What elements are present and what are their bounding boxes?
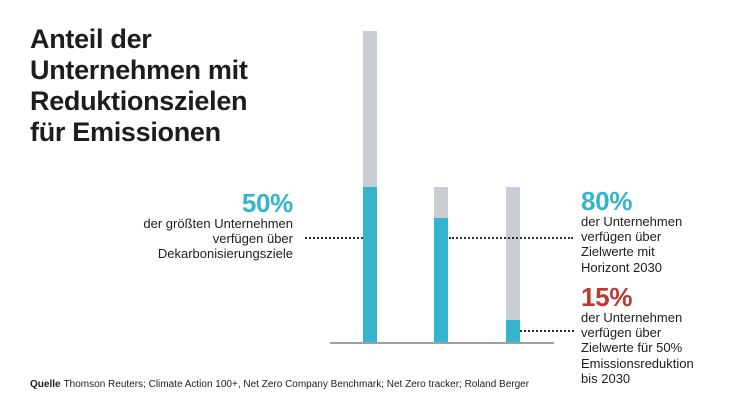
source-text: Thomson Reuters; Climate Action 100+, Ne… xyxy=(63,379,530,390)
dotted-connector-80 xyxy=(449,237,573,239)
callout-80-percent: 80% der Unternehmen verfügen über Zielwe… xyxy=(581,186,741,275)
bar-filled-segment xyxy=(506,320,520,343)
source-line: Quelle Thomson Reuters; Climate Action 10… xyxy=(30,379,529,391)
callout-80-text: der Unternehmen verfügen über Zielwerte … xyxy=(581,214,683,275)
callout-50-value: 50% xyxy=(241,188,293,218)
chart-bar-80pct xyxy=(434,187,448,343)
source-label: Quelle xyxy=(30,379,61,390)
callout-15-value: 15% xyxy=(581,282,633,312)
callout-15-percent: 15% der Unternehmen verfügen über Zielwe… xyxy=(581,282,741,386)
title-line: Anteil der xyxy=(30,24,152,54)
callout-15-text: der Unternehmen verfügen über Zielwerte … xyxy=(581,310,694,386)
title-line: Reduktionszielen xyxy=(30,86,248,116)
dotted-connector-15 xyxy=(520,330,574,332)
callout-80-value: 80% xyxy=(581,186,633,216)
page-title: Anteil der Unternehmen mit Reduktionszie… xyxy=(30,24,248,148)
bar-remainder-segment xyxy=(506,187,520,343)
chart-bar-15pct xyxy=(506,187,520,343)
chart-bar-50pct xyxy=(363,31,377,343)
bar-filled-segment xyxy=(434,218,448,343)
title-line: Unternehmen mit xyxy=(30,55,248,85)
bar-filled-segment xyxy=(363,187,377,343)
callout-50-text: der größten Unternehmen verfügen über De… xyxy=(143,216,293,262)
chart-baseline xyxy=(330,342,554,344)
callout-50-percent: 50% der größten Unternehmen verfügen übe… xyxy=(113,188,293,262)
title-line: für Emissionen xyxy=(30,117,221,147)
dotted-connector-50 xyxy=(305,237,363,239)
